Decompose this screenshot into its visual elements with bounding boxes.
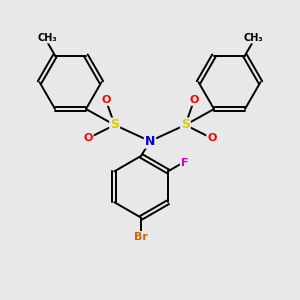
Text: O: O xyxy=(83,133,93,143)
Text: O: O xyxy=(190,95,199,105)
Text: O: O xyxy=(207,133,217,143)
Text: Br: Br xyxy=(134,232,148,242)
Text: CH₃: CH₃ xyxy=(37,33,57,43)
Text: S: S xyxy=(181,118,190,131)
Text: CH₃: CH₃ xyxy=(243,33,263,43)
Text: F: F xyxy=(181,158,188,168)
Text: N: N xyxy=(145,135,155,148)
Text: O: O xyxy=(101,95,110,105)
Text: S: S xyxy=(110,118,119,131)
